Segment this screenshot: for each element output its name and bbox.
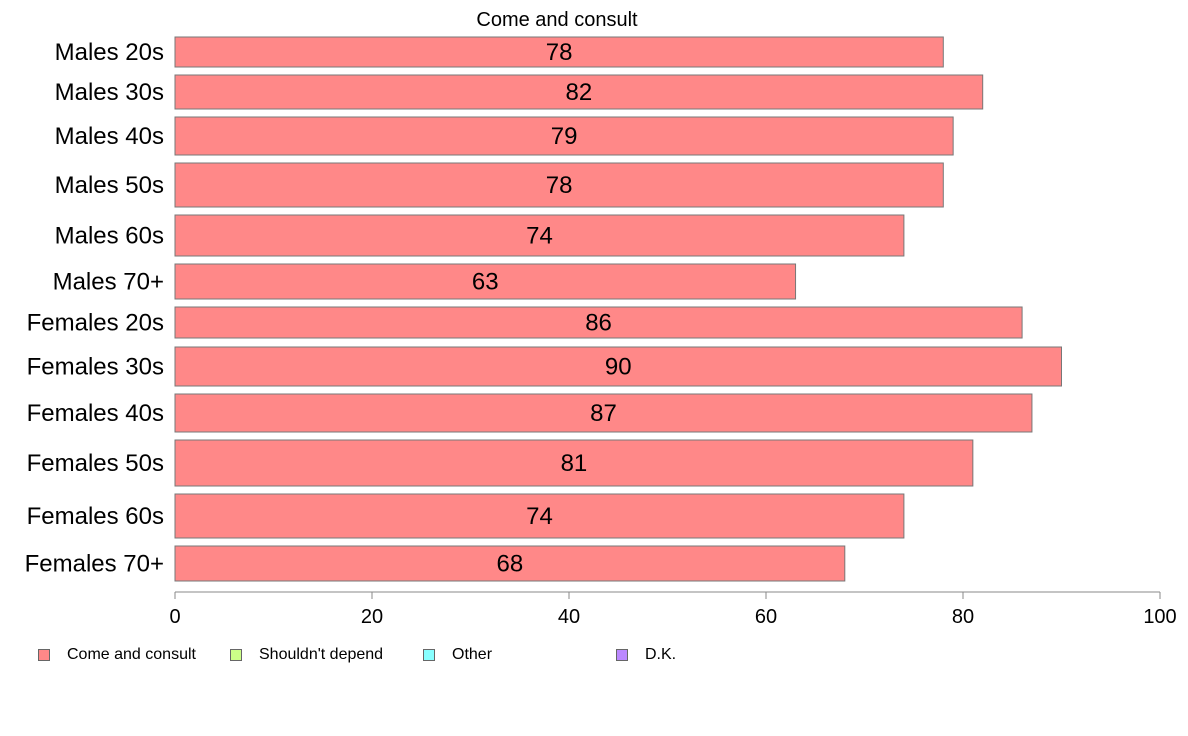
legend: Come and consult Shouldn't depend Other … — [38, 646, 1138, 666]
data-label: 87 — [590, 400, 617, 427]
data-label: 78 — [546, 172, 573, 199]
legend-swatch — [230, 649, 242, 661]
category-label: Females 60s — [27, 503, 164, 530]
x-tick-label: 80 — [952, 606, 974, 628]
category-label: Females 30s — [27, 354, 164, 381]
data-label: 74 — [526, 503, 553, 530]
category-label: Males 60s — [55, 223, 164, 250]
category-label: Females 70+ — [25, 551, 164, 578]
legend-item-come-and-consult: Come and consult — [38, 646, 196, 664]
data-label: 90 — [605, 354, 632, 381]
legend-label: Come and consult — [67, 646, 196, 663]
category-label: Females 20s — [27, 310, 164, 337]
legend-swatch — [423, 649, 435, 661]
x-tick-label: 0 — [169, 606, 180, 628]
data-label: 74 — [526, 223, 553, 250]
bar — [174, 393, 1033, 433]
data-label: 78 — [546, 39, 573, 66]
bar — [174, 36, 944, 68]
x-tick-label: 20 — [361, 606, 383, 628]
category-label: Females 50s — [27, 450, 164, 477]
legend-item-dk: D.K. — [616, 646, 676, 664]
category-label: Males 30s — [55, 79, 164, 106]
data-label: 68 — [497, 551, 524, 578]
chart-title: Come and consult — [476, 9, 638, 31]
x-tick-label: 60 — [755, 606, 777, 628]
data-label: 82 — [565, 79, 592, 106]
x-tick-label: 100 — [1143, 606, 1176, 628]
data-label: 63 — [472, 269, 499, 296]
legend-label: Other — [452, 646, 493, 663]
x-tick-label: 40 — [558, 606, 580, 628]
legend-swatch — [616, 649, 628, 661]
x-axis: 0 20 40 60 80 100 — [169, 591, 1177, 628]
data-label: 81 — [561, 450, 588, 477]
bar — [174, 306, 1023, 339]
category-label: Females 40s — [27, 400, 164, 427]
bar — [174, 346, 1062, 387]
category-label: Males 20s — [55, 39, 164, 66]
bar — [174, 116, 954, 156]
bar — [174, 493, 905, 539]
category-label: Males 50s — [55, 172, 164, 199]
category-label: Males 70+ — [53, 269, 164, 296]
bar — [174, 162, 944, 208]
legend-label: Shouldn't depend — [259, 646, 384, 663]
legend-item-shouldnt-depend: Shouldn't depend — [230, 646, 383, 664]
legend-item-other: Other — [423, 646, 492, 664]
data-label: 86 — [585, 310, 612, 337]
bar — [174, 214, 905, 257]
bar — [174, 439, 974, 487]
bars — [174, 36, 1062, 582]
bar — [174, 545, 846, 582]
bar — [174, 263, 797, 300]
category-label: Males 40s — [55, 123, 164, 150]
data-label: 79 — [551, 123, 578, 150]
bar — [174, 74, 984, 110]
legend-label: D.K. — [645, 646, 677, 663]
category-labels: Males 20s Males 30s Males 40s Males 50s Male… — [25, 39, 164, 578]
legend-swatch — [38, 649, 50, 661]
